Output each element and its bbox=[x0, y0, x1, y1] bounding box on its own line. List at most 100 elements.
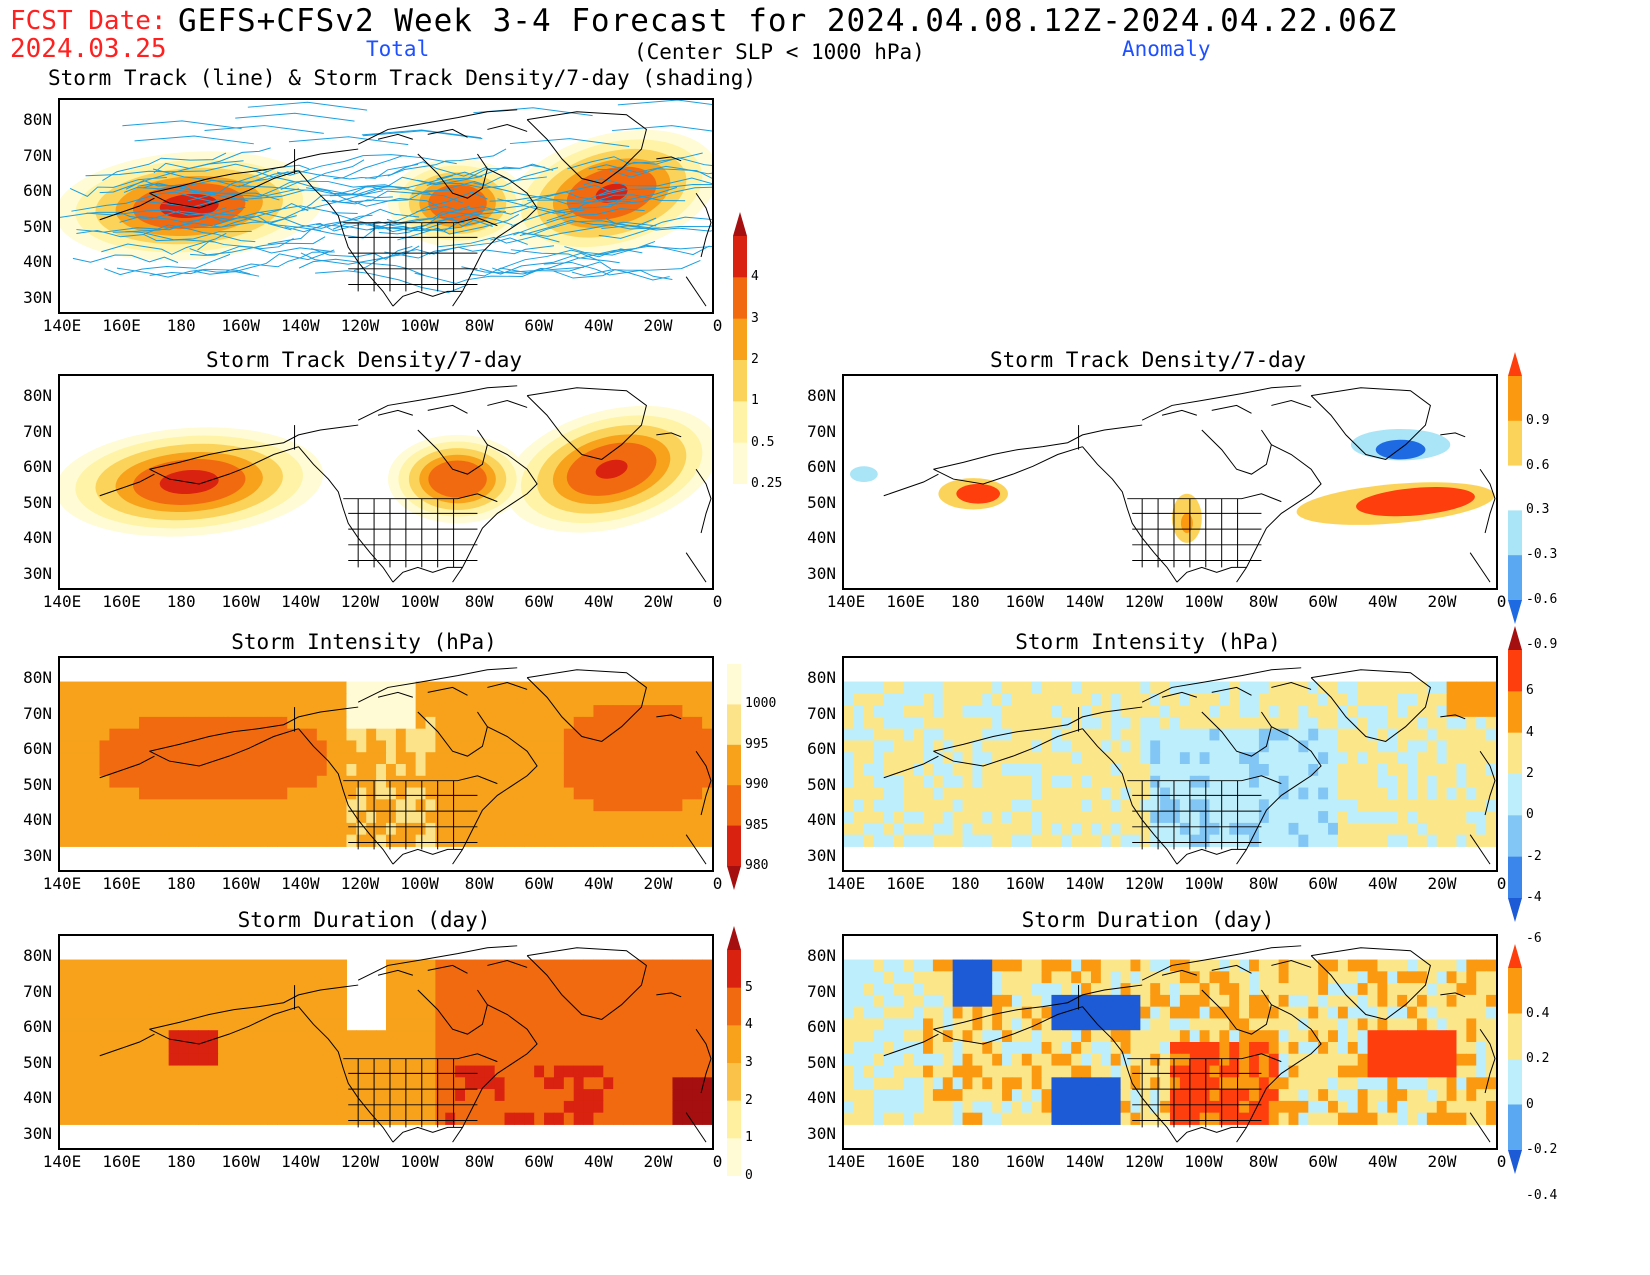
lon-label: 100W bbox=[1184, 592, 1223, 611]
colorbar-intensity-anomaly: 6 4 2 0 -2 -4 -6 bbox=[1508, 626, 1568, 946]
lon-label: 180 bbox=[950, 1152, 980, 1171]
colorbar-label: 0 bbox=[1526, 1096, 1534, 1112]
lat-label: 30N bbox=[23, 845, 52, 865]
lon-label: 20W bbox=[1427, 1152, 1457, 1171]
lon-label: 160E bbox=[102, 592, 141, 611]
lon-label: 180 bbox=[950, 874, 980, 893]
lon-label: 120W bbox=[340, 592, 380, 611]
colorbar-label: -0.4 bbox=[1526, 1187, 1558, 1203]
colorbar-label: -4 bbox=[1526, 890, 1542, 905]
lon-label: 160W bbox=[221, 592, 261, 611]
colorbar-label: 2 bbox=[745, 1092, 753, 1108]
lon-label: 60W bbox=[524, 316, 554, 335]
map-canvas bbox=[844, 667, 1496, 865]
colorbar-label: 985 bbox=[745, 817, 769, 833]
lon-label: 140W bbox=[281, 316, 320, 335]
lat-label: 60N bbox=[807, 1017, 836, 1036]
lat-label: 80N bbox=[807, 668, 836, 687]
lon-label: 80W bbox=[1248, 592, 1278, 611]
lon-label: 160E bbox=[102, 1152, 141, 1171]
lat-label: 60N bbox=[807, 739, 836, 758]
coastline bbox=[883, 945, 1496, 1143]
political-boundaries bbox=[294, 985, 498, 1128]
lat-label: 80N bbox=[23, 946, 52, 965]
density-total-map: Storm Track Density/7-day 80N 70N 60N 50N 40N… bbox=[6, 348, 722, 628]
colorbar-density-anomaly: 0.9 0.6 0.3 -0.3 -0.6 -0.9 bbox=[1508, 352, 1568, 652]
lon-label: 140E bbox=[42, 874, 82, 893]
lon-label: 40W bbox=[1367, 592, 1397, 611]
page-title: GEFS+CFSv2 Week 3-4 Forecast for 2024.04… bbox=[178, 3, 1398, 39]
duration-total-map: Storm Duration (day) 80N 70N 60N 50N 40N 30N 14… bbox=[6, 908, 722, 1188]
lat-label: 40N bbox=[23, 252, 52, 271]
colorbar-label: -0.2 bbox=[1526, 1142, 1558, 1157]
lat-label: 70N bbox=[23, 421, 52, 441]
storm-tracks bbox=[60, 100, 712, 294]
lon-label: 0 bbox=[1496, 874, 1507, 893]
lon-label: 20W bbox=[1427, 874, 1457, 893]
lon-label: 160W bbox=[1005, 874, 1045, 893]
lon-label: 160E bbox=[102, 874, 141, 893]
colorbar-label: 2 bbox=[1526, 766, 1534, 781]
colorbar-label: -0.6 bbox=[1526, 592, 1558, 607]
colorbar-label: 0 bbox=[745, 1168, 753, 1183]
lat-label: 40N bbox=[23, 528, 52, 547]
colorbar-label: 1000 bbox=[745, 696, 777, 712]
density-anomaly-map: Storm Track Density/7-day 80N 70N 60N 50N 40N… bbox=[790, 348, 1506, 628]
colorbar-label: 0.4 bbox=[1526, 1005, 1550, 1021]
political-boundaries bbox=[1078, 707, 1282, 850]
lat-label: 80N bbox=[23, 110, 52, 129]
lon-label: 20W bbox=[643, 592, 673, 611]
lon-label: 100W bbox=[400, 592, 439, 611]
colorbar-label: 1 bbox=[745, 1130, 753, 1146]
lat-label: 50N bbox=[807, 774, 836, 794]
political-boundaries bbox=[1078, 425, 1282, 568]
lon-label: 80W bbox=[1248, 874, 1278, 893]
coastline bbox=[99, 667, 712, 865]
lon-label: 160E bbox=[886, 592, 925, 611]
lon-label: 60W bbox=[524, 592, 554, 611]
lon-label: 140W bbox=[281, 874, 320, 893]
lon-label: 40W bbox=[583, 592, 613, 611]
colorbar-label: 0.25 bbox=[751, 476, 783, 491]
storm-track-map: 80N 70N 60N 50N 40N 30N 140E 160E 180 160W 140W 120… bbox=[6, 76, 722, 352]
lon-label: 160E bbox=[886, 1152, 925, 1171]
lon-label: 120W bbox=[1124, 874, 1164, 893]
colorbar-label: 0.5 bbox=[751, 434, 775, 450]
map-frame bbox=[58, 656, 714, 872]
coastline bbox=[883, 667, 1496, 865]
lat-label: 30N bbox=[807, 845, 836, 865]
colorbar-label: 0.9 bbox=[1526, 412, 1550, 428]
lon-label: 100W bbox=[400, 316, 439, 335]
colorbar-label: 4 bbox=[751, 269, 759, 285]
lon-label: 140W bbox=[1065, 1152, 1104, 1171]
lon-label: 80W bbox=[1248, 1152, 1278, 1171]
lon-label: 40W bbox=[1367, 874, 1397, 893]
intensity-anomaly-map: Storm Intensity (hPa) 80N 70N 60N 50N 40N 30N 1… bbox=[790, 630, 1507, 910]
lon-label: 60W bbox=[1308, 592, 1338, 611]
panel-title: Storm Intensity (hPa) bbox=[231, 630, 497, 654]
lon-label: 80W bbox=[464, 1152, 494, 1171]
lon-label: 120W bbox=[340, 316, 380, 335]
map-frame bbox=[842, 374, 1498, 590]
colorbar-label: 5 bbox=[745, 979, 753, 995]
lat-label: 40N bbox=[807, 810, 836, 829]
lon-label: 40W bbox=[583, 316, 613, 335]
lon-label: 160W bbox=[1005, 1152, 1045, 1171]
colorbar-label: -2 bbox=[1526, 848, 1542, 864]
lon-label: 180 bbox=[166, 592, 196, 611]
lat-label: 50N bbox=[807, 1052, 836, 1072]
lon-label: 60W bbox=[1308, 874, 1338, 893]
lat-label: 60N bbox=[23, 1017, 52, 1036]
colorbar-label: 0.3 bbox=[1526, 502, 1550, 518]
lat-label: 40N bbox=[23, 1088, 52, 1107]
lon-label: 180 bbox=[166, 874, 196, 893]
colorbar-duration-total: 5 4 3 2 1 0 bbox=[727, 926, 787, 1183]
coastline bbox=[99, 385, 712, 583]
colorbar-label: -0.9 bbox=[1526, 636, 1558, 652]
coastline bbox=[99, 109, 712, 307]
colorbar-label: 3 bbox=[745, 1055, 753, 1070]
map-canvas bbox=[60, 667, 712, 865]
lat-label: 70N bbox=[807, 421, 836, 441]
lon-label: 160W bbox=[221, 874, 261, 893]
lon-label: 160E bbox=[886, 874, 925, 893]
